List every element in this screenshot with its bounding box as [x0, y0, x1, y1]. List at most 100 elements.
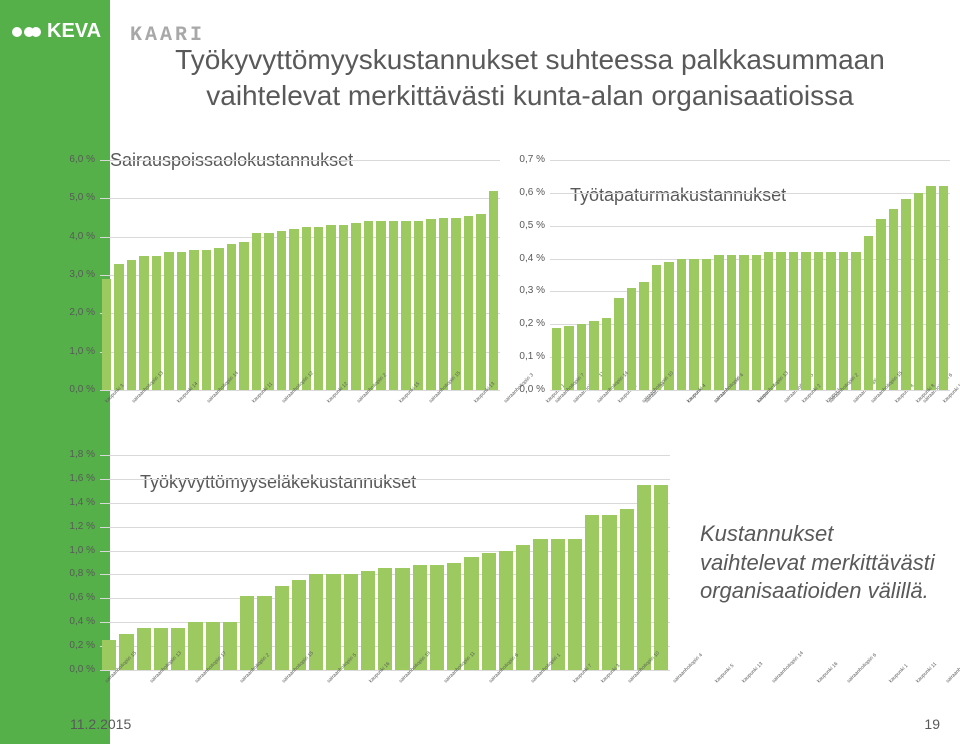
chart-tyokyvyttomyyselake: Työkyvyttömyyseläkekustannukset 0,0 %0,2…: [60, 455, 670, 690]
chart-y-tick: 0,4 %: [510, 253, 545, 264]
chart-bar: [114, 264, 123, 391]
footer-date: 11.2.2015: [70, 716, 131, 732]
chart-bar: [839, 252, 848, 390]
chart-bar: [414, 221, 423, 390]
chart-bar: [189, 250, 198, 390]
chart-bar: [533, 539, 547, 670]
chart-bar: [102, 640, 116, 670]
chart-bar: [620, 509, 634, 670]
chart-y-tick: 1,0 %: [60, 346, 95, 357]
chart-bar: [814, 252, 823, 390]
chart-bar: [826, 252, 835, 390]
chart-bar: [326, 574, 340, 670]
chart-y-tick: 1,0 %: [60, 545, 95, 556]
chart-bar: [223, 622, 237, 670]
chart-x-tick: sairaanhoitopiiri 6: [846, 652, 878, 684]
chart-tyotapaturma: Työtapaturmakustannukset 0,0 %0,1 %0,2 %…: [510, 160, 950, 410]
chart-bar: [702, 259, 711, 390]
chart-bar: [275, 586, 289, 670]
chart-bar: [589, 321, 598, 390]
chart-bar: [851, 252, 860, 390]
chart-bar: [602, 318, 611, 390]
chart-bar: [476, 214, 485, 390]
chart-bar: [602, 515, 616, 670]
chart-sairauspoissaolo: Sairauspoissaolokustannukset 0,0 %1,0 %2…: [60, 160, 500, 410]
chart-bar: [499, 551, 513, 670]
chart-bar: [552, 328, 561, 390]
footer-page: 19: [924, 716, 940, 732]
chart-y-tick: 0,2 %: [60, 640, 95, 651]
chart-bar: [264, 233, 273, 390]
main-title: Työkyvyttömyyskustannukset suhteessa pal…: [140, 42, 920, 115]
chart-bar: [240, 596, 254, 670]
chart-bar: [654, 485, 668, 670]
chart-y-tick: 1,8 %: [60, 449, 95, 460]
chart-bar: [361, 571, 375, 670]
chart-y-tick: 2,0 %: [60, 307, 95, 318]
chart-bar: [482, 553, 496, 670]
chart-bar: [714, 255, 723, 390]
chart-bar: [127, 260, 136, 390]
chart-bar: [214, 248, 223, 390]
chart-bar: [585, 515, 599, 670]
chart-bar: [426, 219, 435, 390]
chart-bar: [901, 199, 910, 390]
chart-x-tick: kaupunki 16: [816, 661, 839, 684]
chart-bar: [314, 227, 323, 390]
keva-logo-text: KEVA: [47, 20, 101, 43]
chart-bar: [889, 209, 898, 390]
chart-y-tick: 0,0 %: [60, 384, 95, 395]
chart-bar: [752, 255, 761, 390]
chart-y-tick: 4,0 %: [60, 231, 95, 242]
chart-y-tick: 0,3 %: [510, 285, 545, 296]
chart-y-tick: 0,2 %: [510, 318, 545, 329]
chart-y-tick: 3,0 %: [60, 269, 95, 280]
chart-bar: [764, 252, 773, 390]
chart-bar: [202, 250, 211, 390]
chart-x-tick: sairaanhoitopiiri 5: [945, 652, 960, 684]
chart-bar: [637, 485, 651, 670]
chart-bar: [102, 279, 111, 390]
chart-bar: [164, 252, 173, 390]
chart-bar: [351, 223, 360, 390]
chart-bar: [551, 539, 565, 670]
chart-y-tick: 5,0 %: [60, 192, 95, 203]
chart-bar: [302, 227, 311, 390]
chart-bar: [188, 622, 202, 670]
chart-bar: [339, 225, 348, 390]
chart-y-tick: 1,4 %: [60, 497, 95, 508]
chart-y-tick: 0,0 %: [510, 384, 545, 395]
chart-y-tick: 1,2 %: [60, 521, 95, 532]
chart-bar: [516, 545, 530, 670]
chart-y-tick: 0,0 %: [60, 664, 95, 675]
chart-bar: [689, 259, 698, 390]
chart-x-tick: kaupunki 11: [915, 661, 938, 684]
chart-bar: [395, 568, 409, 670]
chart-bar: [926, 186, 935, 390]
chart-y-tick: 0,8 %: [60, 568, 95, 579]
chart-x-tick: kaupunki 5: [714, 663, 735, 684]
chart-bar: [139, 256, 148, 390]
chart-bar: [277, 231, 286, 390]
chart-bar: [776, 252, 785, 390]
chart-bar: [326, 225, 335, 390]
chart-bar: [639, 282, 648, 390]
chart-x-tick: sairaanhoitopiiri 14: [771, 650, 805, 684]
chart-bar: [568, 539, 582, 670]
chart-y-tick: 0,4 %: [60, 616, 95, 627]
chart-bar: [489, 191, 498, 390]
summary-text: Kustannukset vaihtelevat merkittävästi o…: [700, 520, 940, 606]
chart-bar: [677, 259, 686, 390]
chart-bar: [401, 221, 410, 390]
keva-logo: KEVA: [12, 20, 101, 43]
chart-bar: [939, 186, 948, 390]
chart-y-tick: 0,7 %: [510, 154, 545, 165]
chart-bar: [451, 218, 460, 391]
chart-y-tick: 1,6 %: [60, 473, 95, 484]
chart-bar: [864, 236, 873, 390]
chart-bar: [137, 628, 151, 670]
chart-y-tick: 0,6 %: [60, 592, 95, 603]
chart-bar: [239, 242, 248, 390]
chart-bar: [378, 568, 392, 670]
chart-y-tick: 6,0 %: [60, 154, 95, 165]
